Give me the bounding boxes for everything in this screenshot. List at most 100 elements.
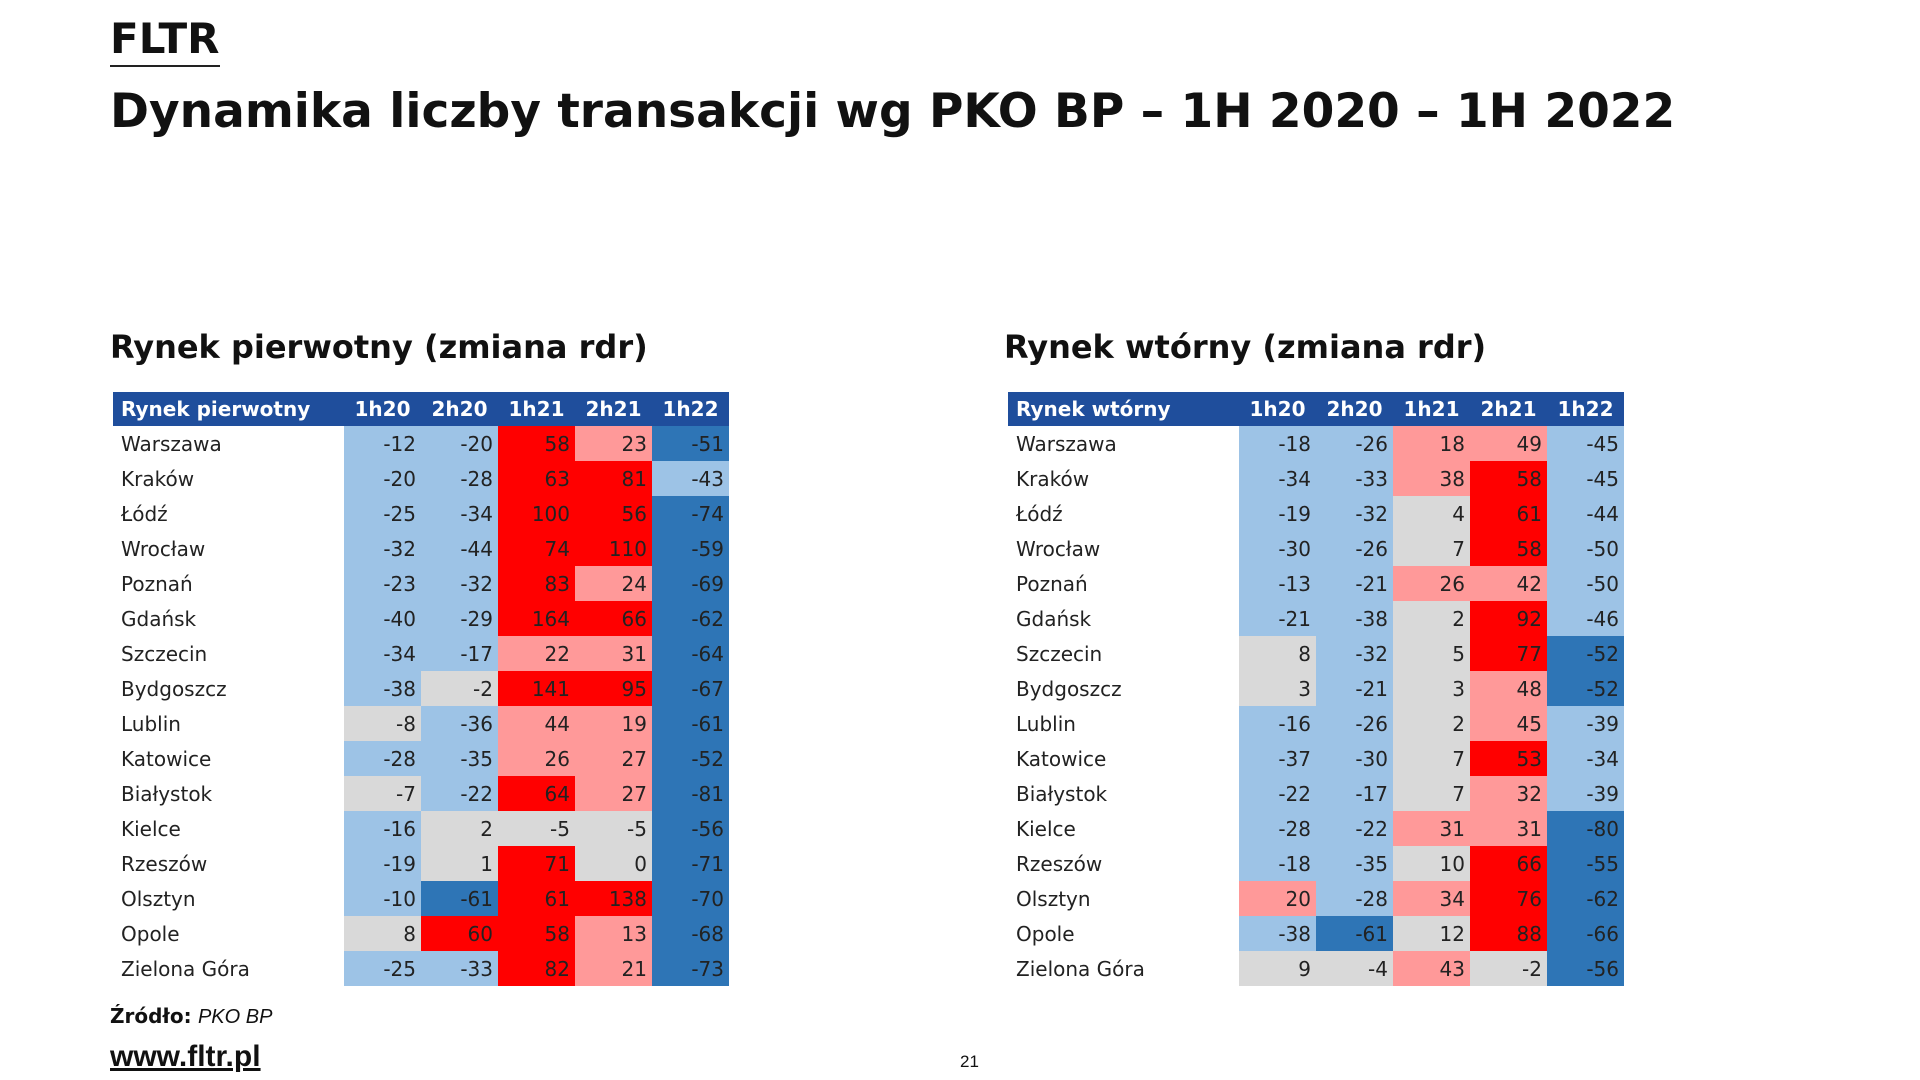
row-label: Katowice bbox=[113, 741, 344, 776]
value-cell: -22 bbox=[1239, 776, 1316, 811]
value-cell: 38 bbox=[1393, 461, 1470, 496]
value-cell: 7 bbox=[1393, 531, 1470, 566]
value-cell: 66 bbox=[1470, 846, 1547, 881]
value-cell: 82 bbox=[498, 951, 575, 986]
value-cell: -61 bbox=[1316, 916, 1393, 951]
brand: FLTR bbox=[110, 14, 220, 67]
column-header: 1h20 bbox=[344, 392, 421, 426]
value-cell: -38 bbox=[344, 671, 421, 706]
value-cell: 48 bbox=[1470, 671, 1547, 706]
row-label: Kielce bbox=[113, 811, 344, 846]
table-row: Zielona Góra 9 -4 43 -2 -56 bbox=[1008, 951, 1624, 986]
value-cell: -29 bbox=[421, 601, 498, 636]
column-header: 2h21 bbox=[1470, 392, 1547, 426]
value-cell: 45 bbox=[1470, 706, 1547, 741]
table-row: Białystok -22 -17 7 32 -39 bbox=[1008, 776, 1624, 811]
value-cell: -19 bbox=[1239, 496, 1316, 531]
value-cell: -18 bbox=[1239, 846, 1316, 881]
table-row: Kielce -28 -22 31 31 -80 bbox=[1008, 811, 1624, 846]
row-label: Białystok bbox=[113, 776, 344, 811]
value-cell: -43 bbox=[652, 461, 729, 496]
value-cell: 5 bbox=[1393, 636, 1470, 671]
value-cell: 58 bbox=[1470, 531, 1547, 566]
row-label: Łódź bbox=[113, 496, 344, 531]
url[interactable]: www.fltr.pl bbox=[110, 1040, 261, 1073]
value-cell: 26 bbox=[1393, 566, 1470, 601]
table-row: Rzeszów -18 -35 10 66 -55 bbox=[1008, 846, 1624, 881]
value-cell: 88 bbox=[1470, 916, 1547, 951]
source-text: PKO BP bbox=[197, 1006, 273, 1028]
value-cell: -67 bbox=[652, 671, 729, 706]
table-row: Lublin -8 -36 44 19 -61 bbox=[113, 706, 729, 741]
source-label: Źródło: bbox=[110, 1004, 192, 1028]
table-row: Olsztyn 20 -28 34 76 -62 bbox=[1008, 881, 1624, 916]
table-row: Wrocław -30 -26 7 58 -50 bbox=[1008, 531, 1624, 566]
row-label: Białystok bbox=[1008, 776, 1239, 811]
table-row: Szczecin 8 -32 5 77 -52 bbox=[1008, 636, 1624, 671]
value-cell: 27 bbox=[575, 741, 652, 776]
table-row: Olsztyn -10 -61 61 138 -70 bbox=[113, 881, 729, 916]
table-row: Opole 8 60 58 13 -68 bbox=[113, 916, 729, 951]
value-cell: 58 bbox=[1470, 461, 1547, 496]
value-cell: -22 bbox=[421, 776, 498, 811]
column-header: 2h21 bbox=[575, 392, 652, 426]
value-cell: -55 bbox=[1547, 846, 1624, 881]
row-label: Bydgoszcz bbox=[113, 671, 344, 706]
value-cell: 24 bbox=[575, 566, 652, 601]
value-cell: -5 bbox=[575, 811, 652, 846]
value-cell: 31 bbox=[1393, 811, 1470, 846]
value-cell: -21 bbox=[1239, 601, 1316, 636]
value-cell: 9 bbox=[1239, 951, 1316, 986]
table-row: Białystok -7 -22 64 27 -81 bbox=[113, 776, 729, 811]
value-cell: 3 bbox=[1393, 671, 1470, 706]
table-row: Zielona Góra -25 -33 82 21 -73 bbox=[113, 951, 729, 986]
value-cell: -19 bbox=[344, 846, 421, 881]
value-cell: -62 bbox=[1547, 881, 1624, 916]
table-row: Gdańsk -40 -29 164 66 -62 bbox=[113, 601, 729, 636]
row-label: Poznań bbox=[113, 566, 344, 601]
value-cell: -45 bbox=[1547, 461, 1624, 496]
value-cell: -35 bbox=[421, 741, 498, 776]
table-row: Kielce -16 2 -5 -5 -56 bbox=[113, 811, 729, 846]
row-label: Bydgoszcz bbox=[1008, 671, 1239, 706]
value-cell: 13 bbox=[575, 916, 652, 951]
value-cell: 95 bbox=[575, 671, 652, 706]
value-cell: -39 bbox=[1547, 706, 1624, 741]
value-cell: -44 bbox=[1547, 496, 1624, 531]
table-row: Opole -38 -61 12 88 -66 bbox=[1008, 916, 1624, 951]
column-header: 1h22 bbox=[1547, 392, 1624, 426]
value-cell: 34 bbox=[1393, 881, 1470, 916]
value-cell: -52 bbox=[1547, 636, 1624, 671]
value-cell: -4 bbox=[1316, 951, 1393, 986]
table-row: Warszawa -12 -20 58 23 -51 bbox=[113, 426, 729, 461]
value-cell: -36 bbox=[421, 706, 498, 741]
value-cell: -7 bbox=[344, 776, 421, 811]
value-cell: 63 bbox=[498, 461, 575, 496]
value-cell: 21 bbox=[575, 951, 652, 986]
value-cell: 77 bbox=[1470, 636, 1547, 671]
value-cell: -16 bbox=[344, 811, 421, 846]
row-label: Wrocław bbox=[1008, 531, 1239, 566]
value-cell: 81 bbox=[575, 461, 652, 496]
slide-title: Dynamika liczby transakcji wg PKO BP – 1… bbox=[110, 84, 1676, 139]
value-cell: 19 bbox=[575, 706, 652, 741]
value-cell: -61 bbox=[421, 881, 498, 916]
value-cell: 110 bbox=[575, 531, 652, 566]
row-label: Olsztyn bbox=[1008, 881, 1239, 916]
table-row: Kraków -34 -33 38 58 -45 bbox=[1008, 461, 1624, 496]
value-cell: -74 bbox=[652, 496, 729, 531]
header-row: Rynek pierwotny 1h20 2h20 1h21 2h21 1h22 bbox=[113, 392, 729, 426]
value-cell: 8 bbox=[1239, 636, 1316, 671]
value-cell: -34 bbox=[344, 636, 421, 671]
row-label: Wrocław bbox=[113, 531, 344, 566]
value-cell: 64 bbox=[498, 776, 575, 811]
value-cell: 12 bbox=[1393, 916, 1470, 951]
value-cell: 2 bbox=[421, 811, 498, 846]
table-row: Łódź -25 -34 100 56 -74 bbox=[113, 496, 729, 531]
heatmap-table: Rynek wtórny 1h20 2h20 1h21 2h21 1h22 Warszawa… bbox=[1008, 392, 1624, 986]
value-cell: -52 bbox=[652, 741, 729, 776]
value-cell: -21 bbox=[1316, 671, 1393, 706]
column-header: 2h20 bbox=[421, 392, 498, 426]
table-row: Warszawa -18 -26 18 49 -45 bbox=[1008, 426, 1624, 461]
row-label: Gdańsk bbox=[1008, 601, 1239, 636]
